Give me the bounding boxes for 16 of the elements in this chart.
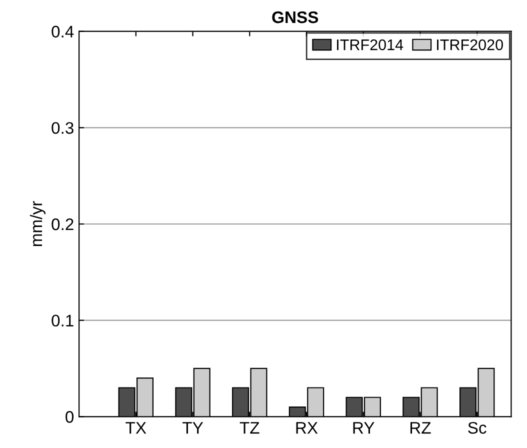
legend-label: ITRF2020 xyxy=(437,39,503,50)
y-axis-title: mm/yr xyxy=(30,201,46,246)
x-tick-label: Sc xyxy=(468,422,486,434)
y-tick-label: 0.1 xyxy=(52,314,74,327)
x-tick-label: TX xyxy=(126,422,146,434)
y-tick-label: 0.3 xyxy=(52,122,74,134)
y-tick-label: 0 xyxy=(66,411,74,423)
x-tick-label: RX xyxy=(296,422,318,434)
x-tick-label: RY xyxy=(353,422,374,434)
y-tick-label: 0.2 xyxy=(52,218,74,230)
chart-title: GNSS xyxy=(272,11,318,24)
x-tick-label: TY xyxy=(182,422,204,434)
legend-label: ITRF2014 xyxy=(337,39,404,50)
x-tick-label: RZ xyxy=(410,422,431,434)
y-tick-label: 0.4 xyxy=(52,26,74,38)
x-tick-label: TZ xyxy=(240,422,260,434)
